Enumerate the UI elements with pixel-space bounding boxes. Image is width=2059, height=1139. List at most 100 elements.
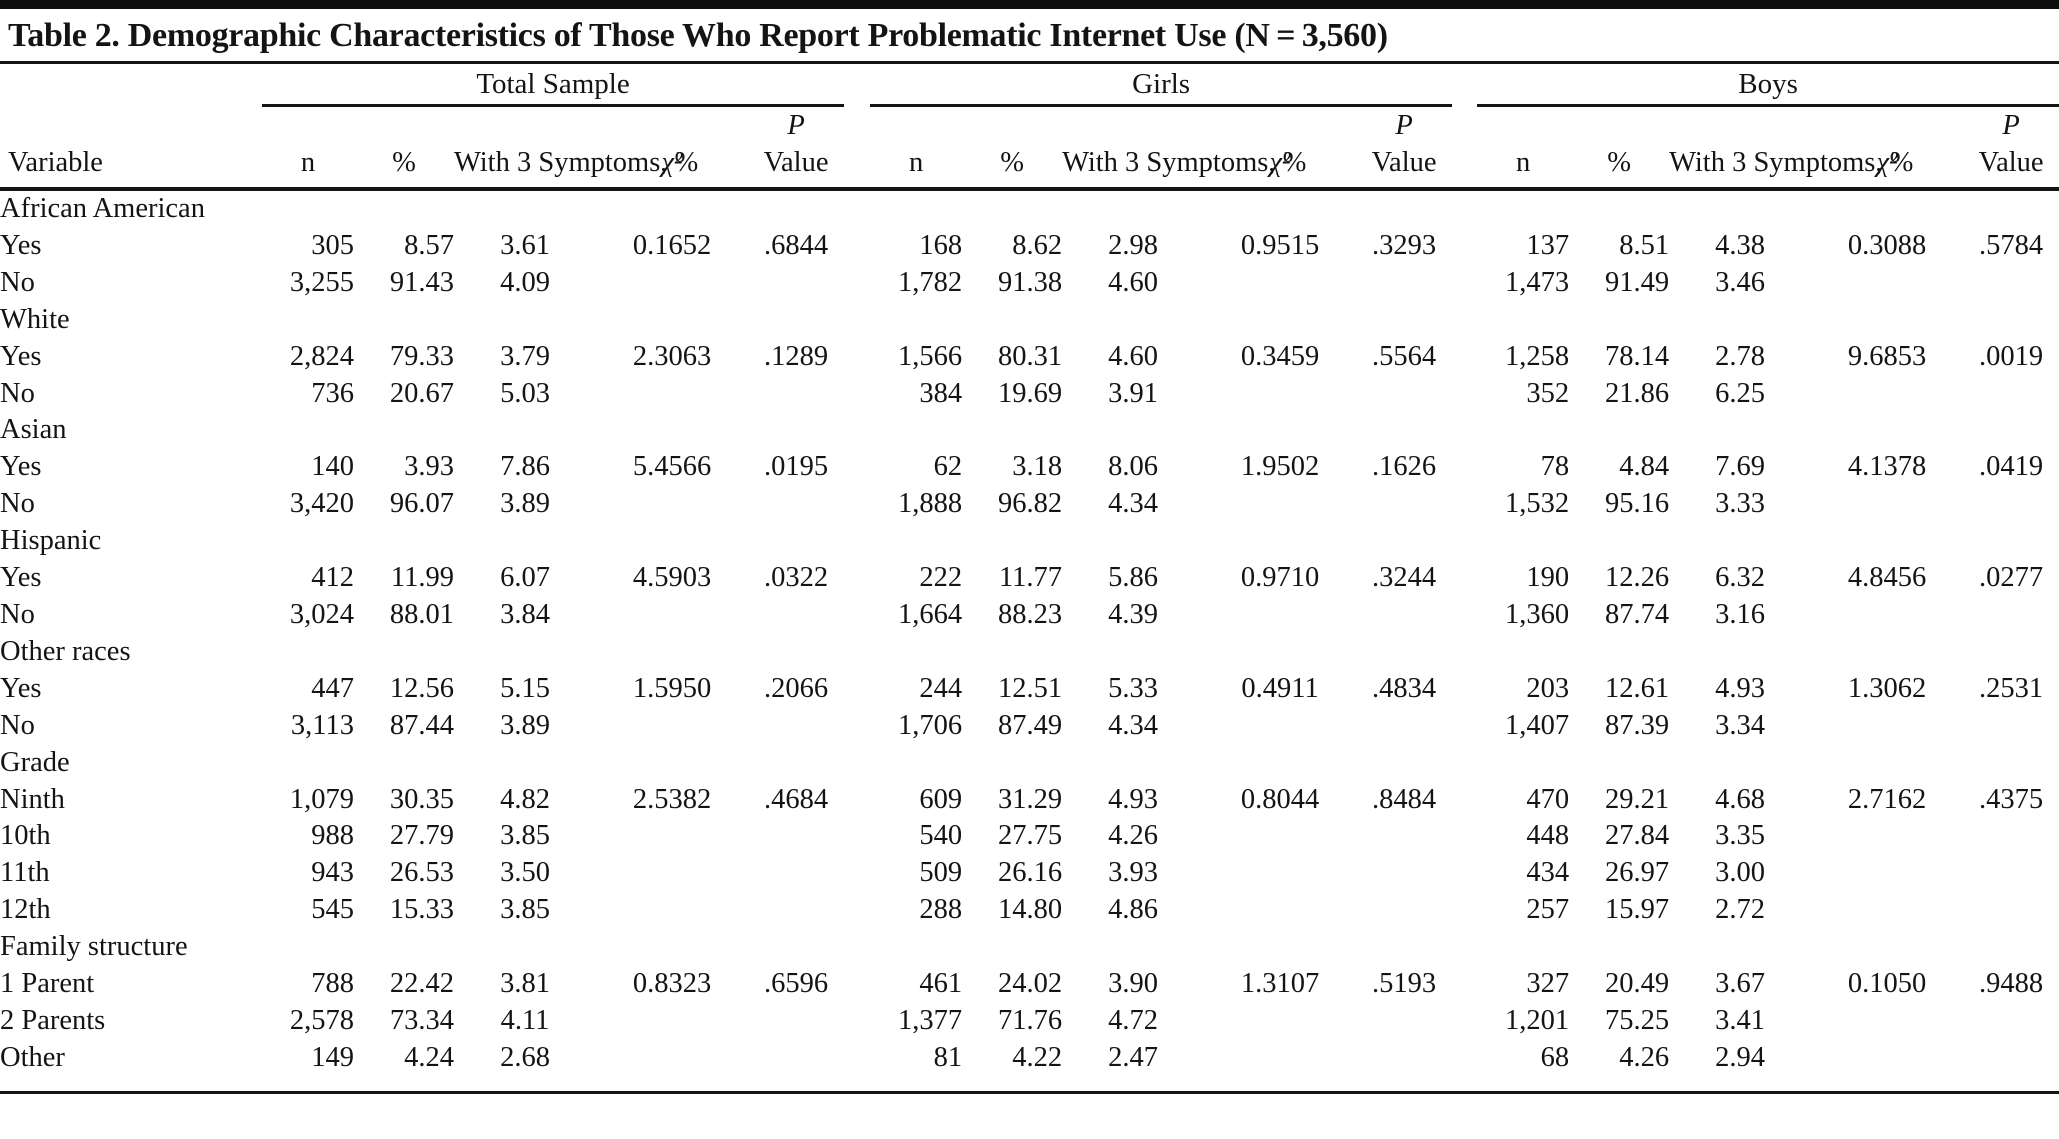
table-cell: 2.78	[1715, 340, 1766, 372]
table-cell: 5.03	[500, 377, 550, 409]
column-gap	[844, 782, 870, 819]
group-header-boys: Boys	[1477, 64, 2059, 107]
table-cell	[1356, 708, 1452, 745]
table-cell: 4.09	[500, 266, 550, 298]
table-cell	[748, 855, 844, 892]
table-cell: 4.26	[1619, 1041, 1670, 1073]
row-label: Ninth	[0, 783, 65, 815]
column-gap	[844, 855, 870, 892]
table-cell	[1963, 1040, 2059, 1092]
table-cell: 0.3459	[1240, 340, 1320, 372]
table-cell: 91.49	[1604, 266, 1670, 298]
table-cell: 20.49	[1604, 968, 1670, 1000]
row-label: Yes	[0, 451, 42, 483]
table-cell: 4.60	[1108, 340, 1158, 372]
table-cell: 1.3062	[1847, 672, 1927, 704]
table-cell: 87.74	[1604, 598, 1670, 630]
table-cell: 95.16	[1604, 488, 1670, 520]
table-cell: 5.15	[500, 672, 550, 704]
table-cell: 3.93	[1108, 857, 1158, 889]
table-cell: 0.8044	[1240, 783, 1320, 815]
column-header-symptoms: With 3 Symptoms, %	[454, 105, 698, 191]
table-cell	[1356, 376, 1452, 413]
table-cell: .4375	[1979, 783, 2044, 815]
table-cell: 3.84	[500, 598, 550, 630]
table-cell: 3.89	[500, 709, 550, 741]
table-cell: 62	[933, 451, 963, 483]
table-cell: 7.69	[1715, 451, 1766, 483]
table-cell	[1811, 708, 1963, 745]
table-cell: 5.86	[1108, 562, 1158, 594]
table-cell	[1963, 855, 2059, 892]
table-cell: 788	[311, 968, 354, 1000]
column-gap	[844, 105, 871, 191]
table-row: Family structure	[0, 929, 2059, 966]
table-cell: 0.8323	[632, 968, 712, 1000]
demographics-table: Total Sample Girls Boys Variable n % Wit…	[0, 64, 2059, 1094]
column-gap	[1452, 105, 1478, 191]
table-cell	[1204, 597, 1356, 634]
table-cell: 14.80	[997, 894, 1063, 926]
column-gap	[844, 892, 870, 929]
table-cell	[1811, 376, 1963, 413]
table-cell	[1204, 486, 1356, 523]
group-gap	[1452, 64, 1477, 106]
table-cell: 81	[933, 1041, 963, 1073]
table-cell: 327	[1526, 968, 1570, 1000]
table-cell: 20.67	[389, 377, 454, 409]
table-cell: 2.7162	[1847, 783, 1927, 815]
table-cell	[1356, 818, 1452, 855]
column-gap	[1452, 265, 1477, 302]
table-cell: 149	[311, 1041, 354, 1073]
table-cell: .1626	[1372, 451, 1437, 483]
table-cell	[1963, 265, 2059, 302]
table-cell: 26.53	[389, 857, 454, 889]
table-row: 12th 545 15.33 3.85 288 14.80 4.86 257 15.97 2.72	[0, 892, 2059, 929]
row-label: Yes	[0, 340, 42, 372]
table-cell: 79.33	[389, 340, 454, 372]
column-gap	[1452, 376, 1477, 413]
table-cell: 3.79	[500, 340, 550, 372]
table-cell	[596, 818, 748, 855]
table-cell: 1,473	[1504, 266, 1570, 298]
group-gap	[844, 64, 870, 106]
table-cell: 3.34	[1715, 709, 1766, 741]
table-cell: 4.84	[1619, 451, 1670, 483]
table-cell: 1,532	[1504, 488, 1570, 520]
column-header-variable: Variable	[0, 105, 262, 191]
table-cell: 3.16	[1715, 598, 1766, 630]
table-cell	[1204, 892, 1356, 929]
row-label: No	[0, 598, 35, 630]
column-header-n: n	[870, 105, 963, 191]
value-label: Value	[1978, 147, 2044, 178]
table-cell: 88.01	[389, 598, 454, 630]
table-cell	[1963, 597, 2059, 634]
table-cell: 1,407	[1504, 709, 1570, 741]
column-gap	[844, 376, 870, 413]
table-cell: 1,258	[1504, 340, 1570, 372]
table-cell: 24.02	[997, 968, 1063, 1000]
table-cell: 87.49	[997, 709, 1063, 741]
table-row: White	[0, 302, 2059, 339]
table-cell: 3.89	[500, 488, 550, 520]
group-header-girls: Girls	[870, 64, 1453, 107]
table-cell	[1356, 265, 1452, 302]
table-cell	[1963, 486, 2059, 523]
column-gap	[844, 449, 870, 486]
table-cell: 352	[1526, 377, 1570, 409]
column-gap	[1452, 228, 1477, 265]
table-row: Yes 412 11.99 6.07 4.5903 .0322 222 11.77 5.86 0.…	[0, 560, 2059, 597]
table-cell: 6.32	[1715, 562, 1766, 594]
table-cell: 8.62	[1012, 229, 1063, 261]
column-gap	[1452, 708, 1477, 745]
column-gap	[1452, 818, 1477, 855]
table-cell: 3.91	[1108, 377, 1158, 409]
table-cell	[1204, 855, 1356, 892]
column-gap	[844, 265, 870, 302]
table-cell: 3.35	[1715, 820, 1766, 852]
table-row: Ninth 1,079 30.35 4.82 2.5382 .4684 609 31.29 4.…	[0, 782, 2059, 819]
column-header-percent: %	[962, 105, 1063, 191]
table-cell: 27.75	[997, 820, 1063, 852]
table-cell: 1,706	[897, 709, 963, 741]
